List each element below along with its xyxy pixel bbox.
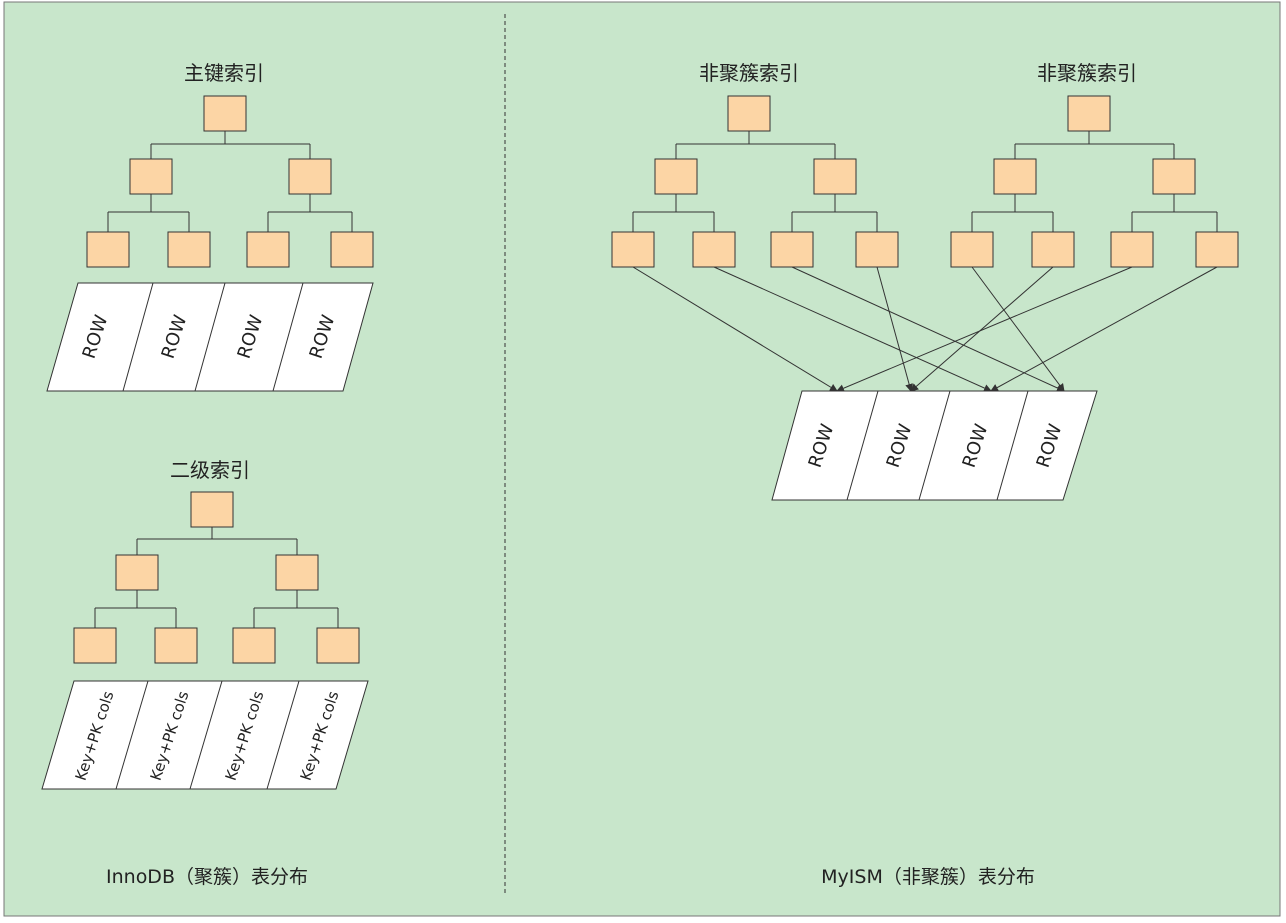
secondary-keys-panel: Key+PK cols Key+PK cols Key+PK cols Key+… bbox=[41, 680, 369, 790]
pointer-arrow bbox=[876, 266, 914, 392]
tree-node-leaf bbox=[316, 627, 360, 664]
tree-node-root bbox=[203, 95, 247, 132]
tree-node-root bbox=[727, 95, 771, 132]
tree-node bbox=[813, 158, 857, 195]
tree-node bbox=[993, 158, 1037, 195]
tree-node-leaf bbox=[232, 627, 276, 664]
tree-node-leaf bbox=[330, 231, 374, 268]
pointer-arrow bbox=[791, 266, 1065, 392]
tree-node bbox=[129, 158, 173, 195]
tree-node bbox=[288, 158, 332, 195]
tree-node-leaf bbox=[1110, 231, 1154, 268]
tree-node bbox=[115, 554, 159, 591]
tree-node-leaf bbox=[1195, 231, 1239, 268]
tree-node-root bbox=[190, 491, 234, 528]
row-pointer-arrows bbox=[632, 266, 1218, 392]
secondary-index-title: 二级索引 bbox=[170, 458, 250, 482]
tree-node-leaf bbox=[167, 231, 211, 268]
myism-row-panel: ROW ROW ROW ROW bbox=[771, 390, 1098, 501]
primary-index-tree bbox=[86, 95, 374, 268]
pointer-arrow bbox=[910, 266, 1054, 392]
tree-node-leaf bbox=[855, 231, 899, 268]
nonclustered-index-tree-1 bbox=[611, 95, 899, 268]
nonclustered-index-title-2: 非聚簇索引 bbox=[1037, 61, 1137, 85]
secondary-index-tree bbox=[73, 491, 360, 664]
pointer-arrow bbox=[713, 266, 992, 392]
innodb-caption: InnoDB（聚簇）表分布 bbox=[106, 866, 308, 888]
nonclustered-index-tree-2 bbox=[950, 95, 1239, 268]
pointer-arrow bbox=[632, 266, 838, 392]
tree-node-leaf bbox=[86, 231, 130, 268]
pointer-arrow bbox=[990, 266, 1218, 392]
myism-caption: MyISM（非聚簇）表分布 bbox=[821, 866, 1035, 888]
tree-node-leaf bbox=[73, 627, 117, 664]
primary-row-panel: ROW ROW ROW ROW bbox=[46, 282, 374, 392]
tree-node-leaf bbox=[950, 231, 994, 268]
tree-node bbox=[654, 158, 698, 195]
tree-node-leaf bbox=[692, 231, 736, 268]
tree-node-leaf bbox=[1031, 231, 1075, 268]
tree-node-leaf bbox=[246, 231, 290, 268]
tree-node-root bbox=[1067, 95, 1111, 132]
tree-node bbox=[275, 554, 319, 591]
pointer-arrow bbox=[836, 266, 1133, 392]
primary-index-title: 主键索引 bbox=[184, 61, 264, 85]
pointer-arrow bbox=[971, 266, 1065, 392]
tree-node-leaf bbox=[770, 231, 814, 268]
tree-node bbox=[1152, 158, 1196, 195]
nonclustered-index-title-1: 非聚簇索引 bbox=[699, 61, 799, 85]
tree-node-leaf bbox=[611, 231, 655, 268]
tree-node-leaf bbox=[154, 627, 198, 664]
